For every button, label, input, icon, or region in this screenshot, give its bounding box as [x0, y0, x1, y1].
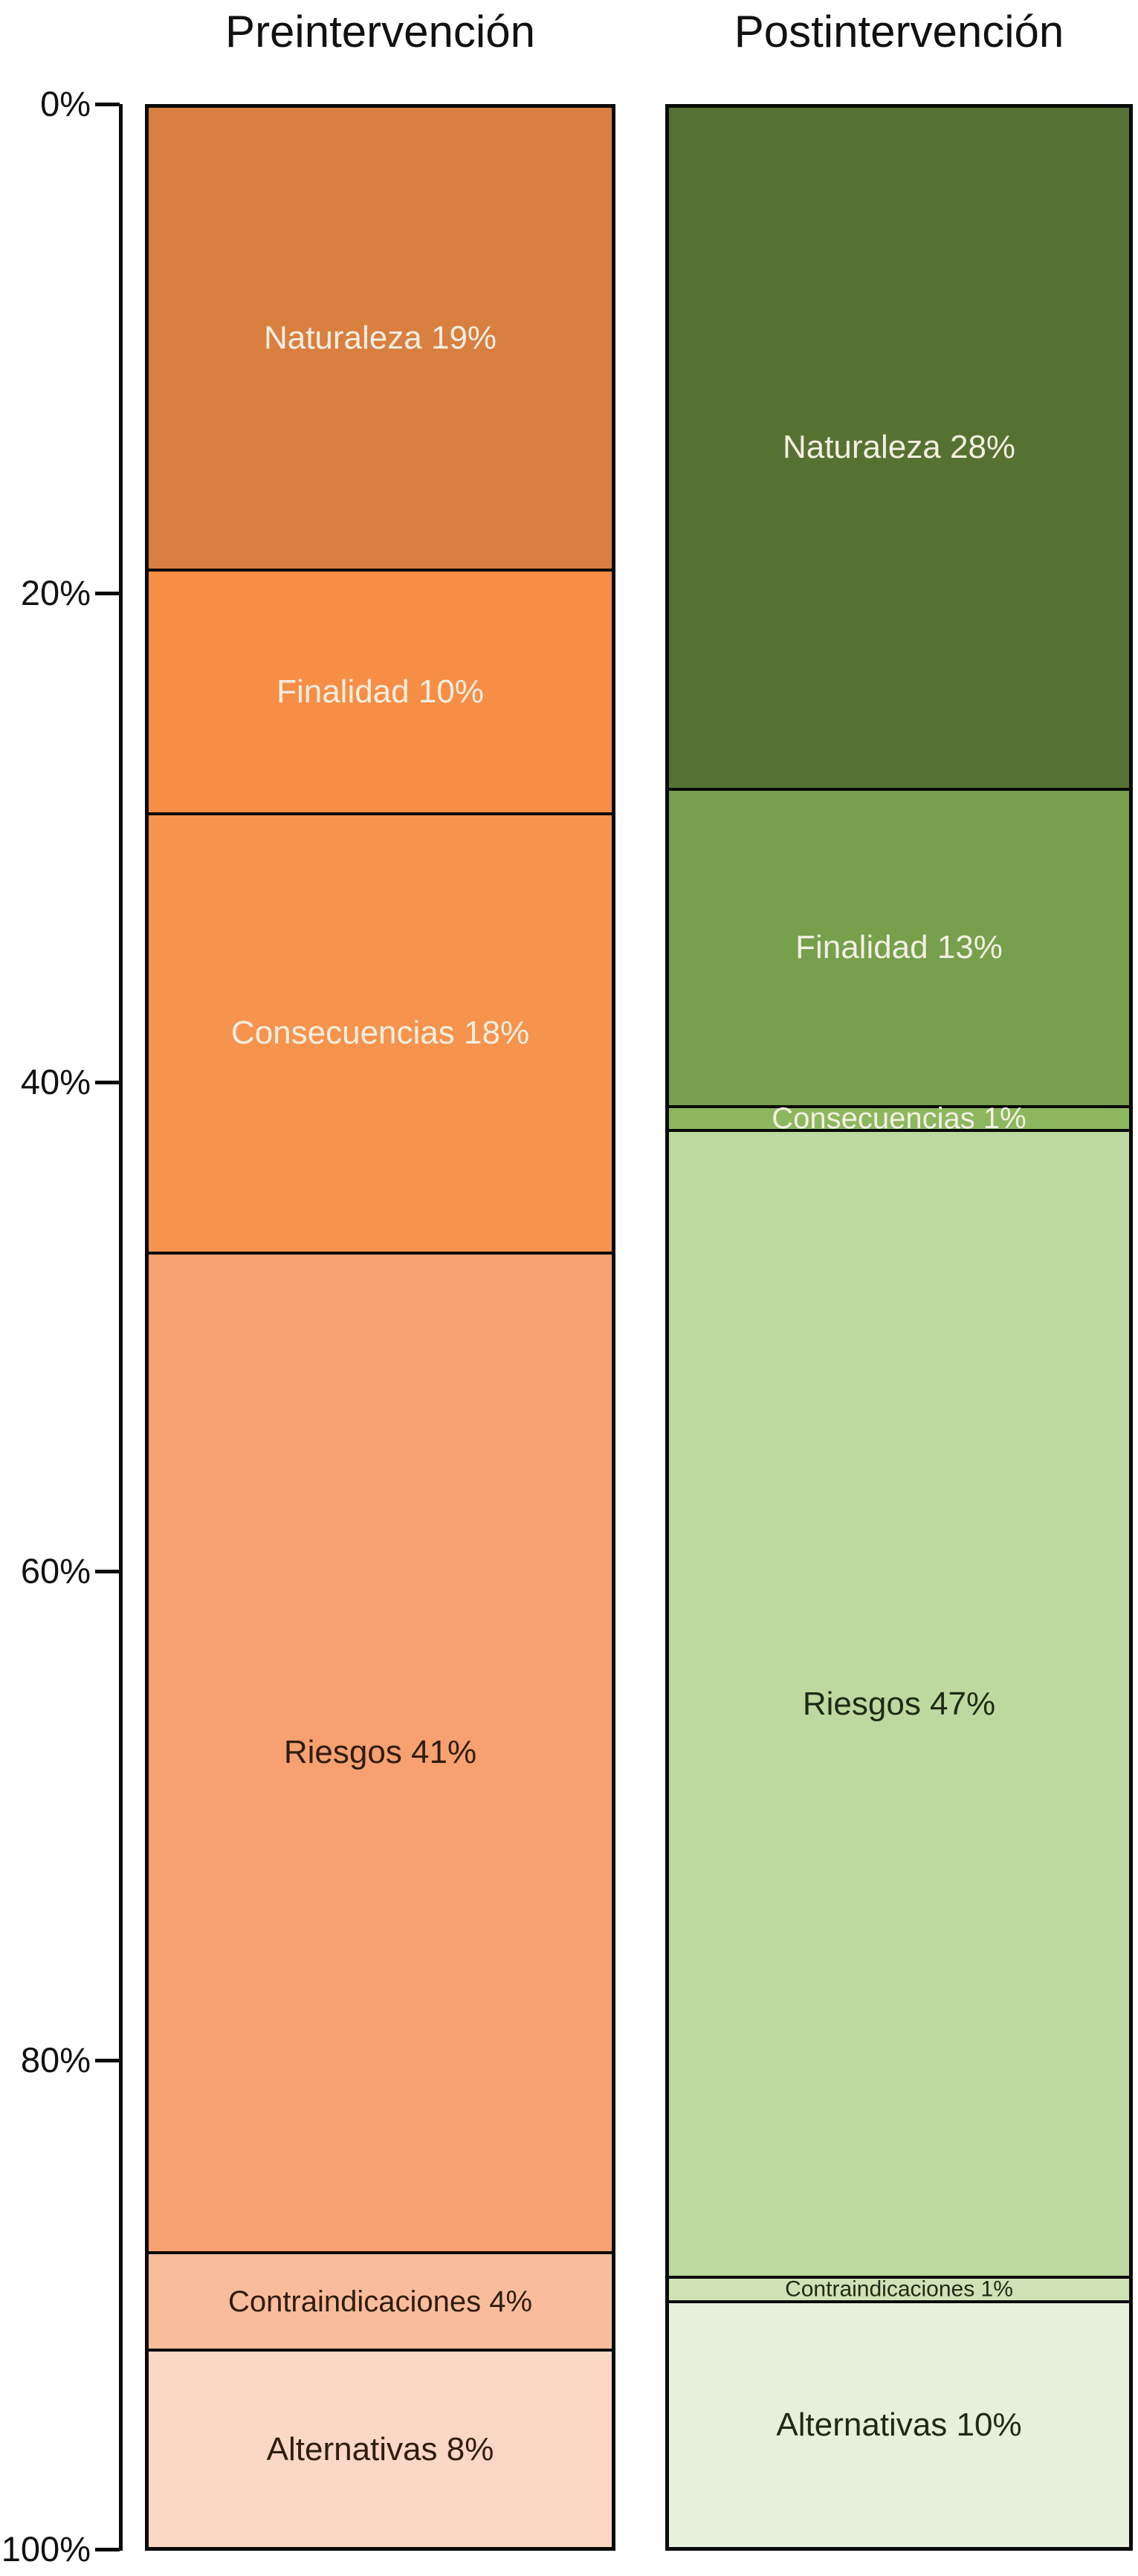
bar-segment-label: Contraindicaciones 1% — [785, 2276, 1013, 2302]
column-title-postintervencion: Postintervención — [734, 7, 1064, 56]
bar-segment: Contraindicaciones 1% — [669, 2276, 1129, 2303]
bar-segment-label: Consecuencias 1% — [772, 1102, 1027, 1136]
y-tick-label: 60% — [20, 1551, 91, 1590]
column-title-preintervencion: Preintervención — [225, 7, 535, 56]
bar-segment: Finalidad 13% — [669, 790, 1129, 1108]
y-tick-mark — [95, 2059, 120, 2062]
y-tick-mark — [95, 1081, 120, 1084]
y-tick-mark — [95, 2548, 120, 2551]
y-tick-label: 80% — [20, 2040, 91, 2080]
y-tick-mark — [95, 103, 120, 106]
y-tick-mark — [95, 592, 120, 595]
bar-segment: Alternativas 8% — [149, 2352, 612, 2547]
bar-segment: Riesgos 41% — [149, 1254, 612, 2255]
bar-segment: Riesgos 47% — [669, 1132, 1129, 2279]
bar-segment: Naturaleza 28% — [669, 108, 1129, 791]
bar-segment-label: Naturaleza 19% — [263, 319, 497, 356]
bar-segment: Consecuencias 1% — [669, 1103, 1129, 1134]
bar-segment-label: Alternativas 8% — [266, 2430, 494, 2467]
bar-segment: Alternativas 10% — [669, 2302, 1129, 2547]
y-tick-label: 40% — [20, 1062, 91, 1101]
bar-segment-label: Contraindicaciones 4% — [227, 2285, 533, 2318]
bar-segment-label: Finalidad 13% — [795, 929, 1003, 966]
y-tick-label: 100% — [1, 2529, 91, 2569]
bar-segment-label: Alternativas 10% — [776, 2406, 1022, 2443]
y-tick-mark — [95, 1570, 120, 1573]
y-axis-line — [119, 104, 123, 2551]
bar-segment: Naturaleza 19% — [149, 108, 612, 572]
bar-segment-label: Riesgos 41% — [283, 1734, 477, 1771]
bar-segment-label: Finalidad 10% — [277, 673, 484, 710]
bar-segment: Finalidad 10% — [149, 571, 612, 815]
bar-segment: Contraindicaciones 4% — [149, 2254, 612, 2352]
bar-segment-label: Riesgos 47% — [802, 1685, 996, 1722]
bar-segment-label: Consecuencias 18% — [230, 1014, 530, 1052]
y-tick-label: 20% — [20, 573, 91, 612]
y-tick-label: 0% — [40, 84, 91, 123]
stacked-bar-postintervencion: Naturaleza 28% Finalidad 13% Consecuencias… — [665, 104, 1133, 2551]
stacked-bar-preintervencion: Naturaleza 19% Finalidad 10% Consecuencias… — [145, 104, 615, 2551]
bar-segment: Consecuencias 18% — [149, 815, 612, 1255]
bar-segment-label: Naturaleza 28% — [782, 429, 1016, 466]
